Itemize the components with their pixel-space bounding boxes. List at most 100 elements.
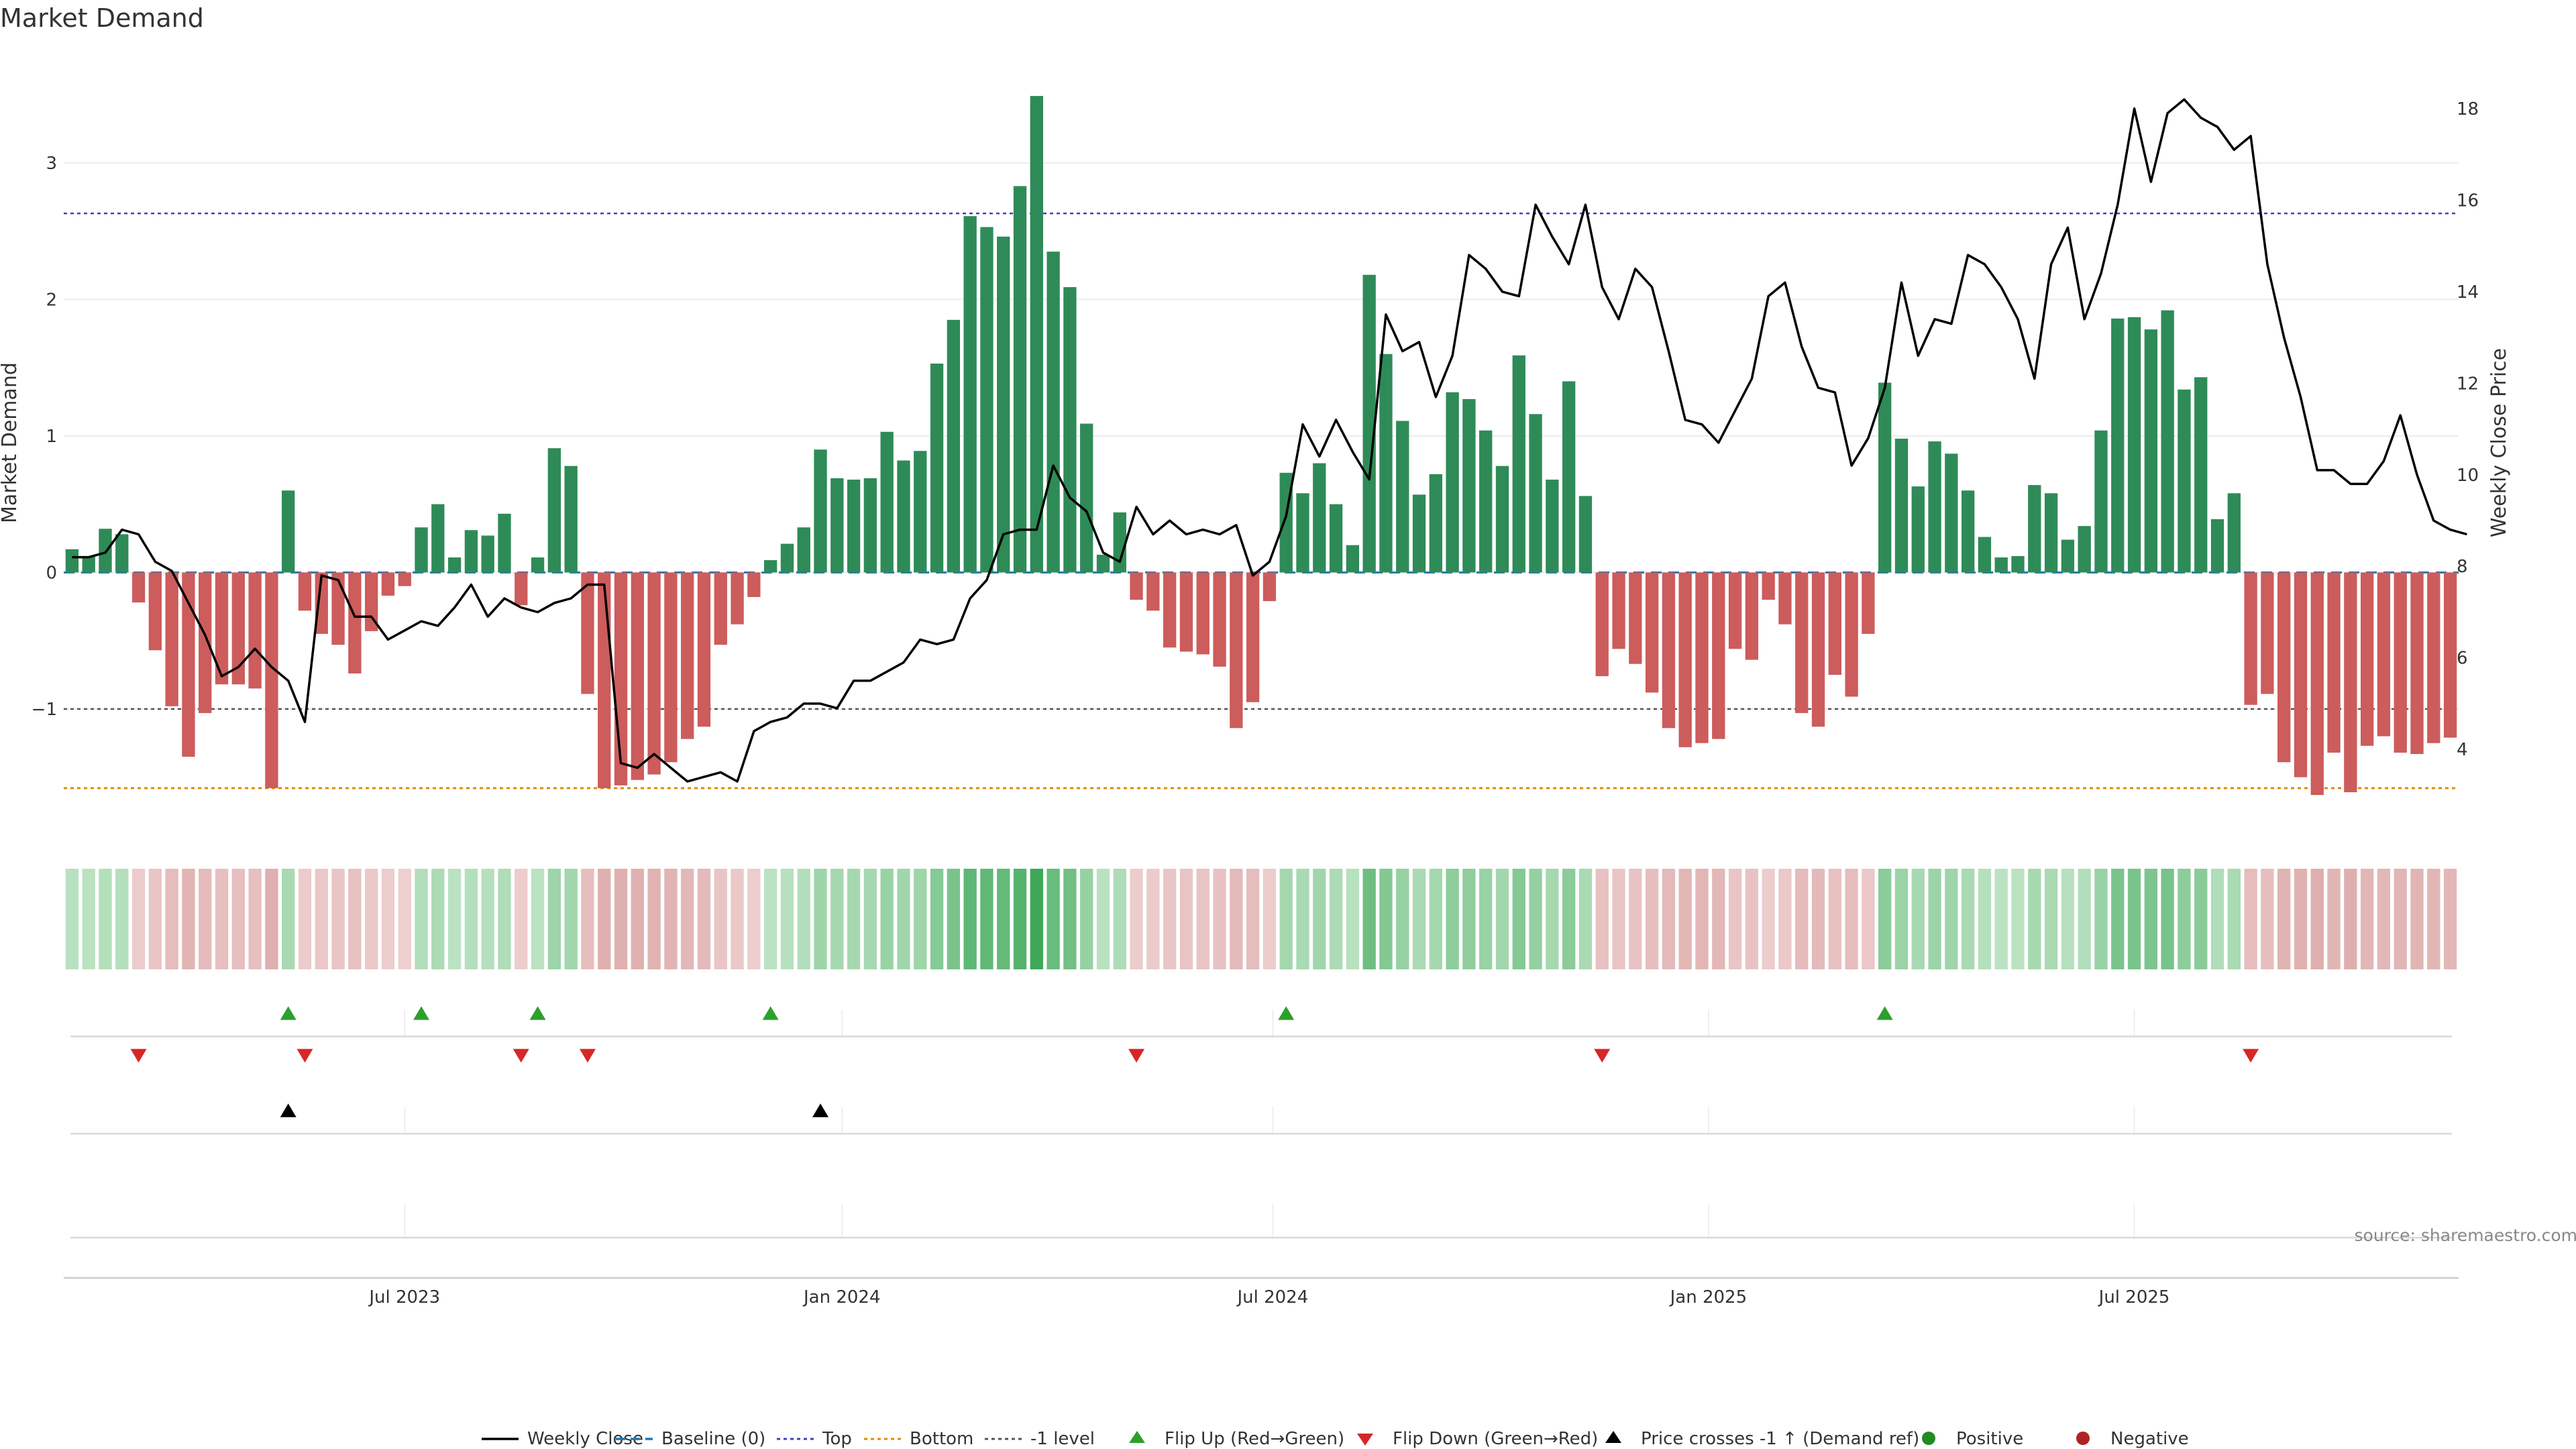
heat-cell bbox=[1179, 869, 1193, 969]
heat-cell bbox=[481, 869, 494, 969]
heat-cell bbox=[1096, 869, 1110, 969]
heat-cell bbox=[1396, 869, 1409, 969]
demand-bar bbox=[647, 572, 661, 775]
heat-cell bbox=[1429, 869, 1442, 969]
heat-cell bbox=[2061, 869, 2075, 969]
demand-bars bbox=[65, 96, 2457, 796]
demand-bar bbox=[2443, 572, 2457, 738]
heat-cell bbox=[1762, 869, 1775, 969]
legend-label: -1 level bbox=[1030, 1429, 1095, 1449]
demand-bar bbox=[1313, 463, 1326, 573]
weekly-close-series bbox=[72, 98, 2467, 783]
y2-tick-label: 12 bbox=[2457, 374, 2479, 394]
demand-bar bbox=[99, 529, 112, 573]
demand-bar bbox=[1362, 274, 1376, 573]
demand-bar bbox=[697, 572, 711, 727]
heat-cell bbox=[431, 869, 445, 969]
heat-cell bbox=[331, 869, 345, 969]
demand-bar bbox=[2327, 572, 2341, 753]
demand-bar bbox=[1346, 545, 1360, 573]
heat-cell bbox=[2360, 869, 2374, 969]
demand-bar bbox=[398, 572, 411, 586]
demand-bar bbox=[2194, 377, 2208, 573]
heat-cell bbox=[2261, 869, 2274, 969]
heat-cell bbox=[697, 869, 711, 969]
weekly-close-line bbox=[72, 98, 2467, 783]
demand-bar bbox=[880, 431, 894, 573]
demand-bar bbox=[1894, 438, 1909, 573]
demand-bar bbox=[2044, 493, 2058, 573]
heat-cell bbox=[1512, 869, 1525, 969]
demand-bar bbox=[115, 534, 129, 573]
heat-cell bbox=[1978, 869, 1992, 969]
demand-bar bbox=[1712, 572, 1725, 739]
heat-cell bbox=[515, 869, 528, 969]
heat-cell bbox=[1728, 869, 1742, 969]
demand-bar bbox=[2111, 318, 2125, 573]
demand-bar bbox=[464, 530, 478, 573]
heat-cell bbox=[1446, 869, 1459, 969]
demand-bar bbox=[1546, 479, 1559, 573]
legend-label: Positive bbox=[1956, 1429, 2023, 1449]
demand-bar bbox=[2178, 389, 2191, 573]
legend-swatch bbox=[1357, 1434, 1373, 1446]
heat-cell bbox=[498, 869, 511, 969]
heat-cell bbox=[1379, 869, 1393, 969]
flip-down-marker bbox=[513, 1049, 529, 1063]
heat-cell bbox=[930, 869, 944, 969]
heat-cell bbox=[1296, 869, 1309, 969]
demand-bar bbox=[82, 555, 95, 573]
legend-label: Bottom bbox=[910, 1429, 973, 1449]
heat-cell bbox=[148, 869, 162, 969]
demand-bar bbox=[2294, 572, 2308, 777]
heat-cell bbox=[847, 869, 861, 969]
heat-cell bbox=[2194, 869, 2208, 969]
heat-cell bbox=[1845, 869, 1858, 969]
demand-bar bbox=[1296, 493, 1309, 573]
demand-bar bbox=[1063, 287, 1077, 573]
heat-cell bbox=[447, 869, 462, 969]
demand-bar bbox=[947, 319, 961, 573]
heat-cell bbox=[1196, 869, 1210, 969]
heat-cell bbox=[564, 869, 578, 969]
heat-cell bbox=[1546, 869, 1559, 969]
demand-bar bbox=[1595, 572, 1609, 676]
y2-axis-label: Weekly Close Price bbox=[2487, 348, 2511, 537]
heat-cell bbox=[182, 869, 195, 969]
flip-down-marker bbox=[130, 1049, 147, 1063]
heat-cell bbox=[2094, 869, 2108, 969]
heat-cell bbox=[547, 869, 561, 969]
demand-bar bbox=[1678, 572, 1692, 747]
demand-bar bbox=[1080, 423, 1093, 573]
demand-bar bbox=[515, 572, 528, 606]
demand-bar bbox=[1878, 382, 1892, 573]
demand-bar bbox=[1629, 572, 1642, 664]
heat-cell bbox=[747, 869, 761, 969]
demand-bar bbox=[2210, 519, 2224, 573]
heat-cell bbox=[1961, 869, 1975, 969]
demand-bar bbox=[963, 216, 977, 573]
legend-swatch bbox=[2076, 1432, 2090, 1445]
heat-cell bbox=[664, 869, 678, 969]
demand-bar bbox=[447, 557, 462, 573]
heat-cell bbox=[1462, 869, 1476, 969]
demand-bar bbox=[1645, 572, 1659, 693]
demand-bar bbox=[348, 572, 362, 674]
y2-tick-label: 4 bbox=[2457, 740, 2468, 760]
y2-tick-label: 14 bbox=[2457, 282, 2479, 303]
demand-bar bbox=[1828, 572, 1841, 675]
x-tick-label: Jan 2025 bbox=[1669, 1287, 1748, 1307]
legend-label: Weekly Close bbox=[527, 1429, 643, 1449]
heat-cell bbox=[131, 869, 146, 969]
flip-up-marker bbox=[280, 1006, 297, 1020]
heat-cell bbox=[1811, 869, 1825, 969]
y2-tick-label: 10 bbox=[2457, 466, 2479, 486]
heat-cell bbox=[215, 869, 229, 969]
heat-cell bbox=[581, 869, 594, 969]
source-note: source: sharemaestro.com bbox=[2355, 1226, 2576, 1245]
demand-bar bbox=[1096, 554, 1110, 573]
heat-cell bbox=[880, 869, 894, 969]
demand-bar bbox=[2310, 572, 2324, 796]
heat-cell bbox=[1629, 869, 1642, 969]
heat-cell bbox=[2277, 869, 2291, 969]
